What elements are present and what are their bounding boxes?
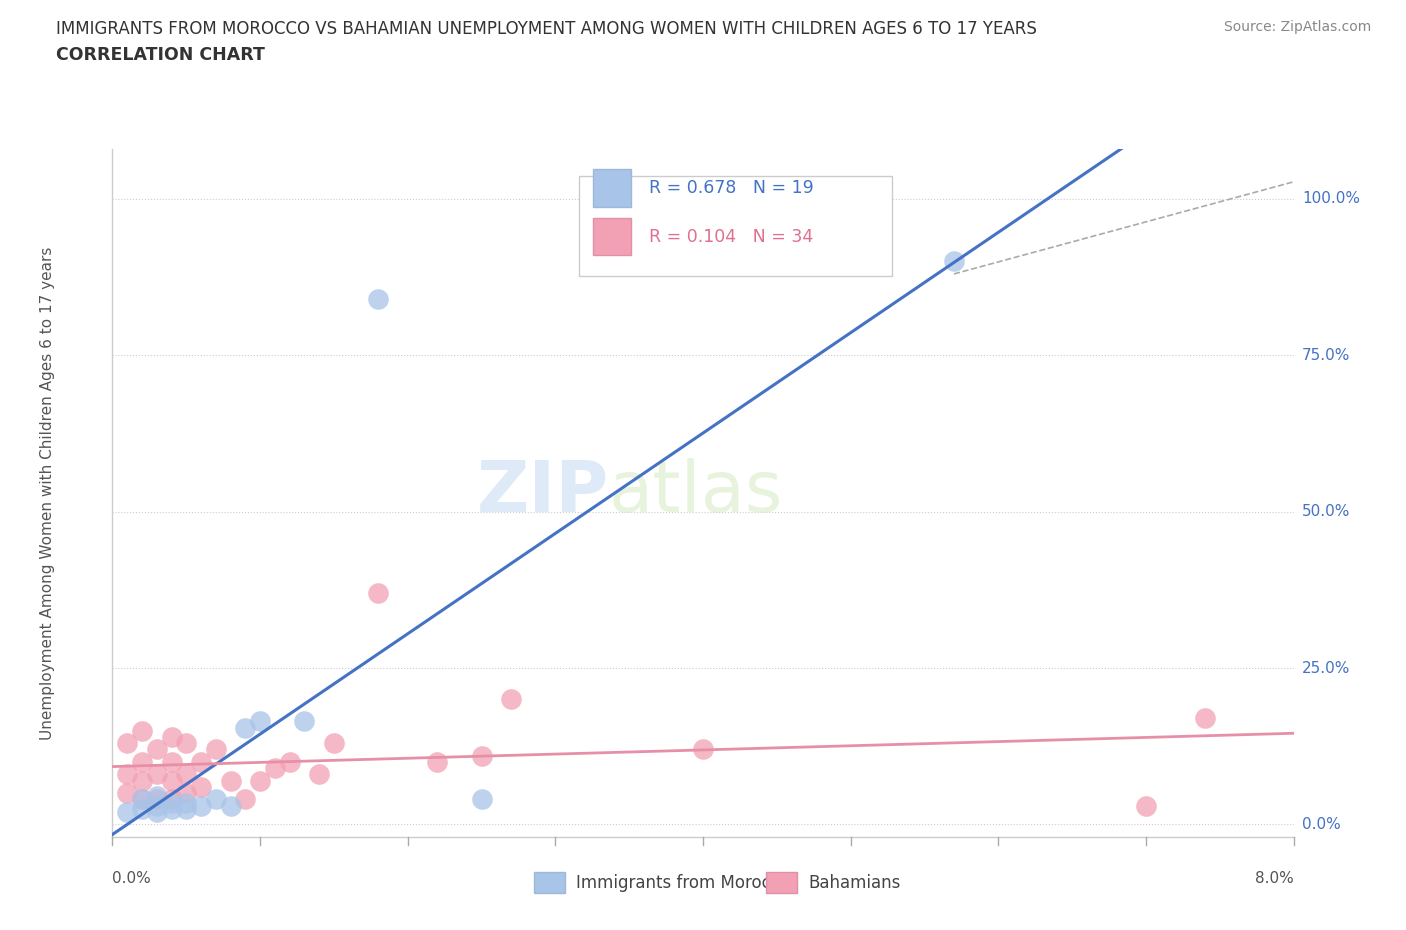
Text: ZIP: ZIP	[477, 458, 609, 527]
Point	[174, 802, 197, 817]
Text: 75.0%: 75.0%	[1302, 348, 1350, 363]
Point	[264, 761, 287, 776]
Point	[249, 714, 271, 729]
Text: CORRELATION CHART: CORRELATION CHART	[56, 46, 266, 64]
Point	[160, 802, 183, 817]
Point	[233, 720, 256, 735]
FancyBboxPatch shape	[579, 177, 891, 276]
Text: atlas: atlas	[609, 458, 783, 527]
Point	[131, 802, 153, 817]
Point	[117, 786, 138, 801]
Point	[692, 742, 714, 757]
Point	[426, 754, 449, 769]
Point	[308, 767, 330, 782]
Point	[146, 742, 169, 757]
Text: 25.0%: 25.0%	[1302, 660, 1350, 675]
Point	[146, 767, 169, 782]
Point	[219, 773, 242, 788]
Point	[146, 789, 169, 804]
Point	[131, 792, 153, 807]
Point	[146, 792, 169, 807]
Point	[160, 795, 183, 810]
Point	[117, 736, 138, 751]
Point	[174, 795, 197, 810]
Point	[160, 729, 183, 744]
Text: Unemployment Among Women with Children Ages 6 to 17 years: Unemployment Among Women with Children A…	[39, 246, 55, 739]
Point	[131, 792, 153, 807]
Point	[174, 786, 197, 801]
Point	[190, 798, 212, 813]
Point	[190, 754, 212, 769]
Point	[174, 736, 197, 751]
Point	[249, 773, 271, 788]
Text: Immigrants from Morocco: Immigrants from Morocco	[576, 873, 790, 892]
Point	[367, 586, 389, 601]
Text: 100.0%: 100.0%	[1302, 192, 1360, 206]
Point	[501, 692, 523, 707]
Point	[146, 804, 169, 819]
Point	[160, 792, 183, 807]
Point	[323, 736, 346, 751]
Point	[117, 804, 138, 819]
Point	[160, 754, 183, 769]
Point	[1194, 711, 1216, 725]
Point	[190, 779, 212, 794]
Point	[233, 792, 256, 807]
Point	[471, 792, 494, 807]
Point	[131, 773, 153, 788]
Point	[367, 291, 389, 306]
Text: Source: ZipAtlas.com: Source: ZipAtlas.com	[1223, 20, 1371, 34]
Point	[205, 792, 228, 807]
Point	[131, 754, 153, 769]
Bar	[593, 169, 631, 207]
Point	[292, 714, 315, 729]
Point	[146, 798, 169, 813]
Point	[205, 742, 228, 757]
Point	[174, 767, 197, 782]
Point	[942, 254, 965, 269]
Text: 50.0%: 50.0%	[1302, 504, 1350, 519]
Text: 0.0%: 0.0%	[1302, 817, 1340, 832]
Point	[219, 798, 242, 813]
Text: IMMIGRANTS FROM MOROCCO VS BAHAMIAN UNEMPLOYMENT AMONG WOMEN WITH CHILDREN AGES : IMMIGRANTS FROM MOROCCO VS BAHAMIAN UNEM…	[56, 20, 1038, 38]
Text: R = 0.678   N = 19: R = 0.678 N = 19	[648, 179, 814, 197]
Point	[278, 754, 301, 769]
Text: Bahamians: Bahamians	[808, 873, 901, 892]
Text: 8.0%: 8.0%	[1254, 871, 1294, 886]
Bar	[593, 218, 631, 256]
Point	[471, 749, 494, 764]
Point	[117, 767, 138, 782]
Text: 0.0%: 0.0%	[112, 871, 152, 886]
Point	[1135, 798, 1157, 813]
Point	[131, 724, 153, 738]
Text: R = 0.104   N = 34: R = 0.104 N = 34	[648, 228, 813, 246]
Point	[160, 773, 183, 788]
